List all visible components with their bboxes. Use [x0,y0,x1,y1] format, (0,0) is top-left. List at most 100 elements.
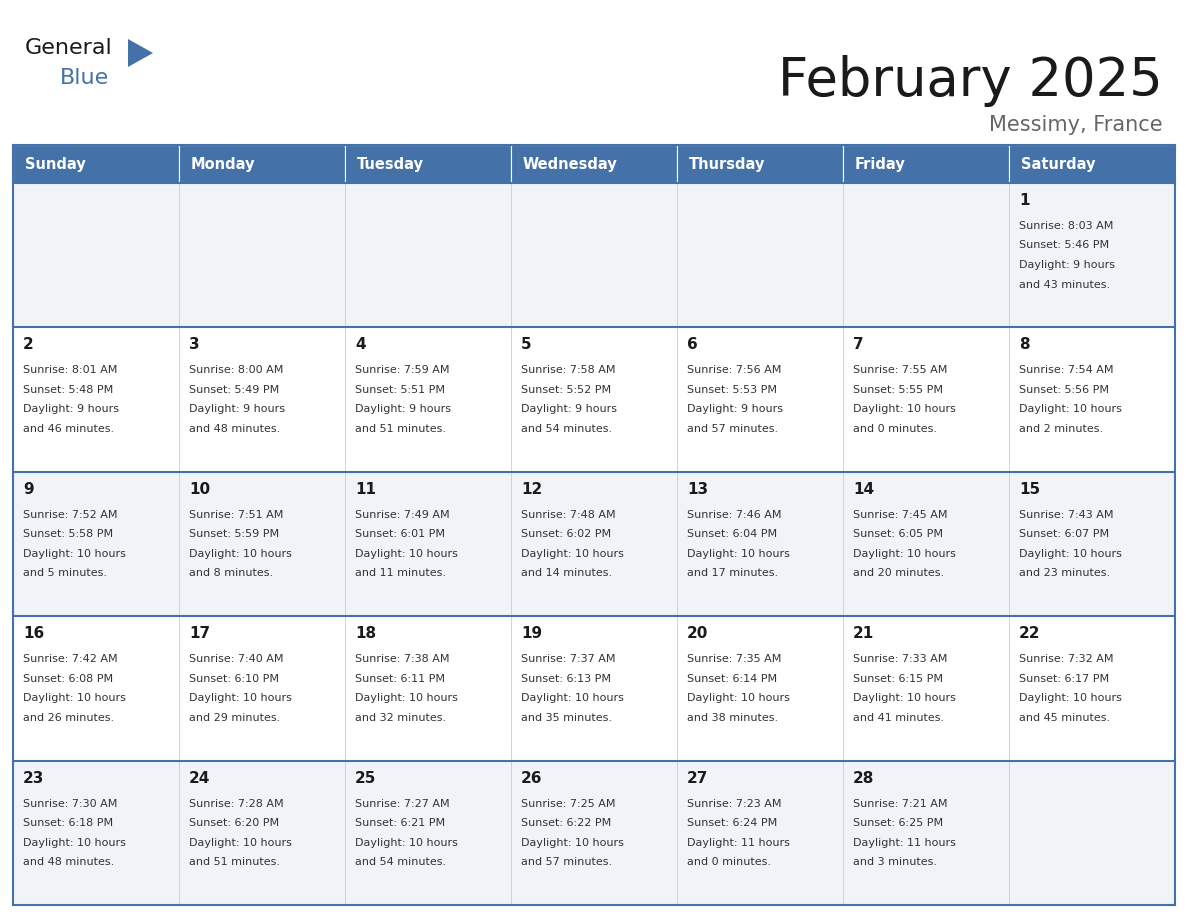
Text: Daylight: 10 hours: Daylight: 10 hours [355,837,457,847]
Text: Daylight: 10 hours: Daylight: 10 hours [687,693,790,703]
Text: Daylight: 9 hours: Daylight: 9 hours [687,405,783,414]
Text: and 51 minutes.: and 51 minutes. [189,857,280,868]
Text: Daylight: 10 hours: Daylight: 10 hours [1019,405,1121,414]
Text: Sunday: Sunday [25,156,86,172]
Text: 14: 14 [853,482,874,497]
Text: Sunset: 6:24 PM: Sunset: 6:24 PM [687,818,777,828]
Bar [13,616,1175,761]
Text: Daylight: 10 hours: Daylight: 10 hours [189,693,292,703]
Text: Sunrise: 7:49 AM: Sunrise: 7:49 AM [355,509,449,520]
Text: Sunset: 5:59 PM: Sunset: 5:59 PM [189,530,279,539]
Bar [677,145,843,183]
Text: Sunset: 6:08 PM: Sunset: 6:08 PM [23,674,113,684]
Text: and 14 minutes.: and 14 minutes. [522,568,612,578]
Text: Messimy, France: Messimy, France [990,115,1163,135]
Text: Sunrise: 7:48 AM: Sunrise: 7:48 AM [522,509,615,520]
Text: and 32 minutes.: and 32 minutes. [355,712,447,722]
Bar [13,328,1175,472]
Text: 11: 11 [355,482,375,497]
Text: Sunset: 5:58 PM: Sunset: 5:58 PM [23,530,113,539]
Polygon shape [128,39,153,67]
Text: and 3 minutes.: and 3 minutes. [853,857,937,868]
Text: General: General [25,38,113,58]
Text: Sunset: 6:10 PM: Sunset: 6:10 PM [189,674,279,684]
Text: Sunset: 6:20 PM: Sunset: 6:20 PM [189,818,279,828]
Text: Wednesday: Wednesday [523,156,618,172]
Text: Sunrise: 7:45 AM: Sunrise: 7:45 AM [853,509,948,520]
Text: Daylight: 10 hours: Daylight: 10 hours [853,549,956,559]
Text: 9: 9 [23,482,33,497]
Text: Sunrise: 7:30 AM: Sunrise: 7:30 AM [23,799,118,809]
Text: and 0 minutes.: and 0 minutes. [853,424,937,434]
Text: Sunrise: 8:03 AM: Sunrise: 8:03 AM [1019,221,1113,231]
Text: and 54 minutes.: and 54 minutes. [522,424,612,434]
Text: and 41 minutes.: and 41 minutes. [853,712,944,722]
Text: Daylight: 10 hours: Daylight: 10 hours [189,549,292,559]
Text: Daylight: 10 hours: Daylight: 10 hours [189,837,292,847]
Text: Sunrise: 8:01 AM: Sunrise: 8:01 AM [23,365,118,375]
Text: Sunrise: 7:25 AM: Sunrise: 7:25 AM [522,799,615,809]
Text: and 57 minutes.: and 57 minutes. [687,424,778,434]
Text: Sunset: 6:17 PM: Sunset: 6:17 PM [1019,674,1110,684]
Text: Sunset: 5:48 PM: Sunset: 5:48 PM [23,385,113,395]
Text: and 48 minutes.: and 48 minutes. [189,424,280,434]
Text: Daylight: 10 hours: Daylight: 10 hours [23,549,126,559]
Text: 28: 28 [853,770,874,786]
Bar [843,145,1009,183]
Text: 25: 25 [355,770,377,786]
Text: Sunset: 5:56 PM: Sunset: 5:56 PM [1019,385,1110,395]
Text: Daylight: 9 hours: Daylight: 9 hours [522,405,617,414]
Text: Sunset: 5:51 PM: Sunset: 5:51 PM [355,385,446,395]
Text: and 26 minutes.: and 26 minutes. [23,712,114,722]
Text: 21: 21 [853,626,874,641]
Text: Sunrise: 7:59 AM: Sunrise: 7:59 AM [355,365,449,375]
Text: and 57 minutes.: and 57 minutes. [522,857,612,868]
Text: 6: 6 [687,338,697,353]
Text: Sunrise: 7:37 AM: Sunrise: 7:37 AM [522,655,615,665]
Text: and 20 minutes.: and 20 minutes. [853,568,944,578]
Text: Sunrise: 7:27 AM: Sunrise: 7:27 AM [355,799,449,809]
Text: 20: 20 [687,626,708,641]
Text: 19: 19 [522,626,542,641]
Text: 4: 4 [355,338,366,353]
Text: Sunset: 6:14 PM: Sunset: 6:14 PM [687,674,777,684]
Text: Sunset: 6:21 PM: Sunset: 6:21 PM [355,818,446,828]
Text: Sunrise: 7:55 AM: Sunrise: 7:55 AM [853,365,947,375]
Text: Sunrise: 7:33 AM: Sunrise: 7:33 AM [853,655,947,665]
Text: 5: 5 [522,338,531,353]
Bar [13,472,1175,616]
Bar [13,183,1175,328]
Text: Sunrise: 7:46 AM: Sunrise: 7:46 AM [687,509,782,520]
Text: Daylight: 10 hours: Daylight: 10 hours [355,549,457,559]
Text: 13: 13 [687,482,708,497]
Text: Sunrise: 8:00 AM: Sunrise: 8:00 AM [189,365,284,375]
Text: Sunset: 5:46 PM: Sunset: 5:46 PM [1019,241,1110,251]
Text: 15: 15 [1019,482,1041,497]
Text: Daylight: 10 hours: Daylight: 10 hours [23,837,126,847]
Text: and 38 minutes.: and 38 minutes. [687,712,778,722]
Text: Daylight: 10 hours: Daylight: 10 hours [522,549,624,559]
Text: 2: 2 [23,338,33,353]
Text: Sunrise: 7:28 AM: Sunrise: 7:28 AM [189,799,284,809]
Text: Sunset: 6:25 PM: Sunset: 6:25 PM [853,818,943,828]
Text: Daylight: 11 hours: Daylight: 11 hours [687,837,790,847]
Text: Monday: Monday [191,156,255,172]
Text: Sunset: 6:15 PM: Sunset: 6:15 PM [853,674,943,684]
Text: and 45 minutes.: and 45 minutes. [1019,712,1110,722]
Text: Sunset: 6:07 PM: Sunset: 6:07 PM [1019,530,1110,539]
Bar [511,145,677,183]
Text: Sunrise: 7:51 AM: Sunrise: 7:51 AM [189,509,284,520]
Text: Sunrise: 7:43 AM: Sunrise: 7:43 AM [1019,509,1113,520]
Text: Friday: Friday [855,156,905,172]
Text: 12: 12 [522,482,542,497]
Text: and 29 minutes.: and 29 minutes. [189,712,280,722]
Text: and 43 minutes.: and 43 minutes. [1019,279,1110,289]
Text: Sunrise: 7:58 AM: Sunrise: 7:58 AM [522,365,615,375]
Text: Daylight: 10 hours: Daylight: 10 hours [522,837,624,847]
Text: Sunset: 6:05 PM: Sunset: 6:05 PM [853,530,943,539]
Text: Daylight: 10 hours: Daylight: 10 hours [23,693,126,703]
Text: and 54 minutes.: and 54 minutes. [355,857,447,868]
Bar [1009,145,1175,183]
Text: Blue: Blue [61,68,109,88]
Text: and 8 minutes.: and 8 minutes. [189,568,273,578]
